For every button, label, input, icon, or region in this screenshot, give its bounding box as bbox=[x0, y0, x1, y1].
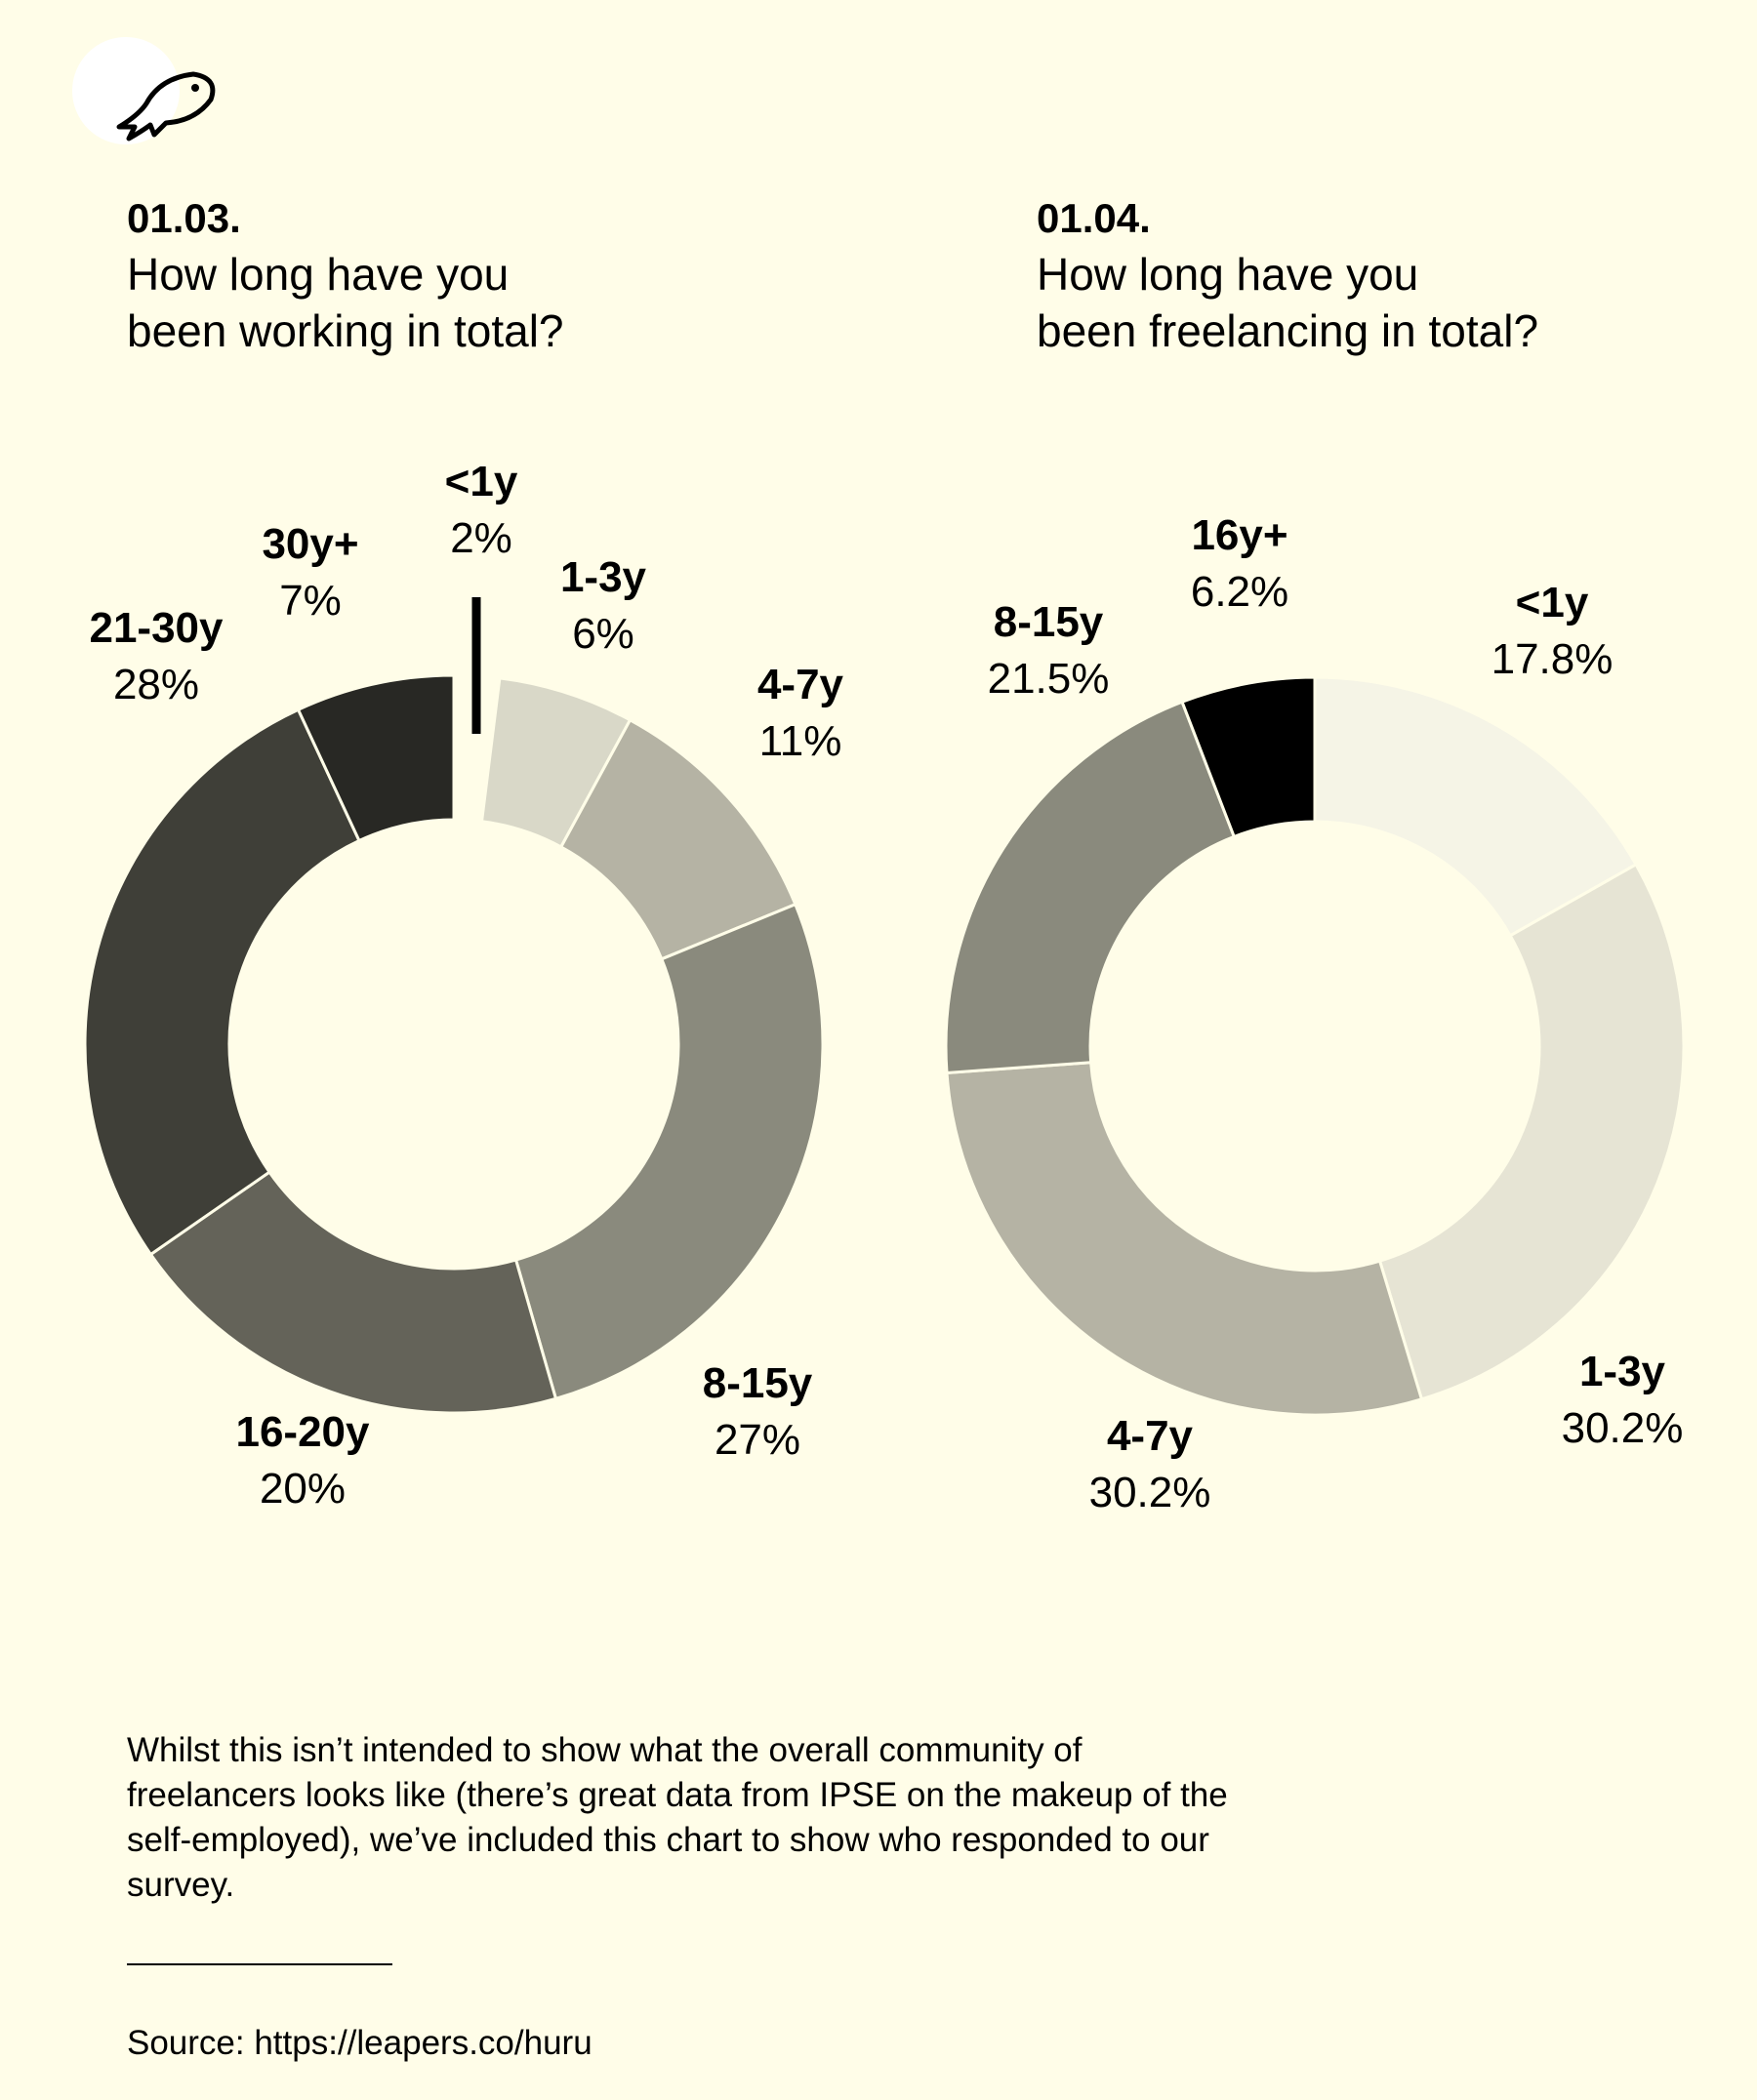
slice-category-label: 1-3y bbox=[560, 553, 647, 601]
slice-1y bbox=[1313, 675, 1639, 938]
source-line: Source: https://leapers.co/huru bbox=[127, 2024, 592, 2062]
logo bbox=[72, 37, 216, 144]
slice-value-label: 6.2% bbox=[1191, 568, 1288, 616]
slice-value-label: 30.2% bbox=[1562, 1404, 1684, 1452]
fish-icon bbox=[116, 71, 216, 141]
slice-category-label: 4-7y bbox=[1107, 1412, 1194, 1460]
question-line: How long have you bbox=[127, 249, 510, 300]
slice-category-label: 30y+ bbox=[262, 520, 358, 568]
slice-value-label: 30.2% bbox=[1089, 1469, 1211, 1516]
slice-category-label: 21-30y bbox=[89, 604, 224, 652]
slice-category-label: 8-15y bbox=[994, 598, 1104, 646]
slice-value-label: 2% bbox=[450, 514, 512, 562]
question-line: been working in total? bbox=[127, 305, 564, 356]
question-text: How long have you been working in total? bbox=[127, 246, 713, 359]
donut-charts: <1y 2% 1-3y 6% 4-7y 11% 8-15y 27% 16-20y 20% 21-30… bbox=[83, 458, 1686, 1516]
slice-category-label: <1y bbox=[445, 458, 518, 505]
slice-8-15y bbox=[944, 700, 1237, 1075]
question-0103: 01.03. How long have you been working in… bbox=[127, 191, 713, 359]
slice-category-label: 16y+ bbox=[1191, 511, 1287, 559]
footnote: Whilst this isn’t intended to show what … bbox=[127, 1731, 1228, 1904]
donut-chart-1: <1y 17.8% 1-3y 30.2% 4-7y 30.2% 8-15y 21.5% 16y+… bbox=[944, 511, 1686, 1516]
question-line: How long have you bbox=[1037, 249, 1419, 300]
slice-category-label: 16-20y bbox=[235, 1408, 370, 1456]
slice-21-30y bbox=[83, 707, 361, 1257]
slice-category-label: 4-7y bbox=[757, 661, 844, 708]
question-line: been freelancing in total? bbox=[1037, 305, 1539, 356]
slice-category-label: 8-15y bbox=[703, 1359, 813, 1407]
slice-value-label: 17.8% bbox=[1491, 635, 1614, 683]
divider bbox=[127, 1963, 392, 1965]
slice-value-label: 27% bbox=[715, 1416, 800, 1464]
slice-value-label: 6% bbox=[572, 610, 634, 658]
slice-value-label: 28% bbox=[113, 661, 199, 708]
donut-chart-0: <1y 2% 1-3y 6% 4-7y 11% 8-15y 27% 16-20y 20% 21-30… bbox=[83, 458, 844, 1513]
slice-16-20y bbox=[148, 1170, 558, 1415]
slice-4-7y bbox=[945, 1061, 1424, 1417]
question-text: How long have you been freelancing in to… bbox=[1037, 246, 1642, 359]
slice-value-label: 21.5% bbox=[988, 655, 1110, 703]
slice-30y bbox=[296, 673, 456, 843]
slice-8-15y bbox=[513, 902, 825, 1401]
slice-category-label: <1y bbox=[1516, 579, 1589, 626]
slice-value-label: 7% bbox=[279, 577, 342, 625]
slice-1-3y bbox=[1377, 862, 1686, 1401]
question-number: 01.04. bbox=[1037, 195, 1151, 241]
slice-value-label: 20% bbox=[260, 1465, 346, 1513]
slice-category-label: 1-3y bbox=[1579, 1348, 1666, 1395]
question-0104: 01.04. How long have you been freelancin… bbox=[1037, 191, 1642, 359]
question-number: 01.03. bbox=[127, 195, 241, 241]
slice-16y bbox=[1180, 675, 1317, 839]
slice-value-label: 11% bbox=[759, 717, 842, 765]
